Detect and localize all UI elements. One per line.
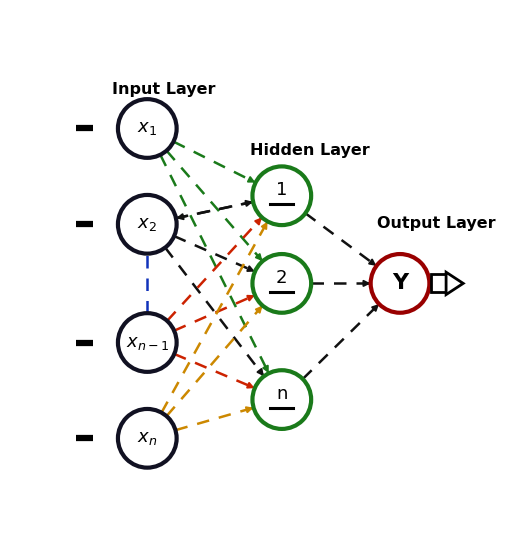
Polygon shape [446,272,463,295]
Text: Output Layer: Output Layer [377,216,496,231]
Text: $\mathit{x}_{{n-1}}$: $\mathit{x}_{{n-1}}$ [126,333,169,352]
Circle shape [252,254,311,313]
Text: Y: Y [392,273,408,293]
Circle shape [118,313,177,372]
Text: $\mathit{x}_{2}$: $\mathit{x}_{2}$ [137,215,157,233]
Circle shape [252,370,311,429]
Text: $\mathit{x}_{n}$: $\mathit{x}_{n}$ [137,430,157,447]
Text: Hidden Layer: Hidden Layer [250,143,370,158]
Circle shape [118,409,177,467]
Text: Input Layer: Input Layer [112,82,215,97]
Text: 1: 1 [276,181,288,200]
Circle shape [371,254,429,313]
Text: 2: 2 [276,269,288,287]
Text: $\mathit{x}_{1}$: $\mathit{x}_{1}$ [137,120,157,137]
Text: n: n [276,385,288,403]
Circle shape [118,99,177,158]
Circle shape [252,167,311,225]
Circle shape [118,195,177,254]
Polygon shape [431,274,446,292]
